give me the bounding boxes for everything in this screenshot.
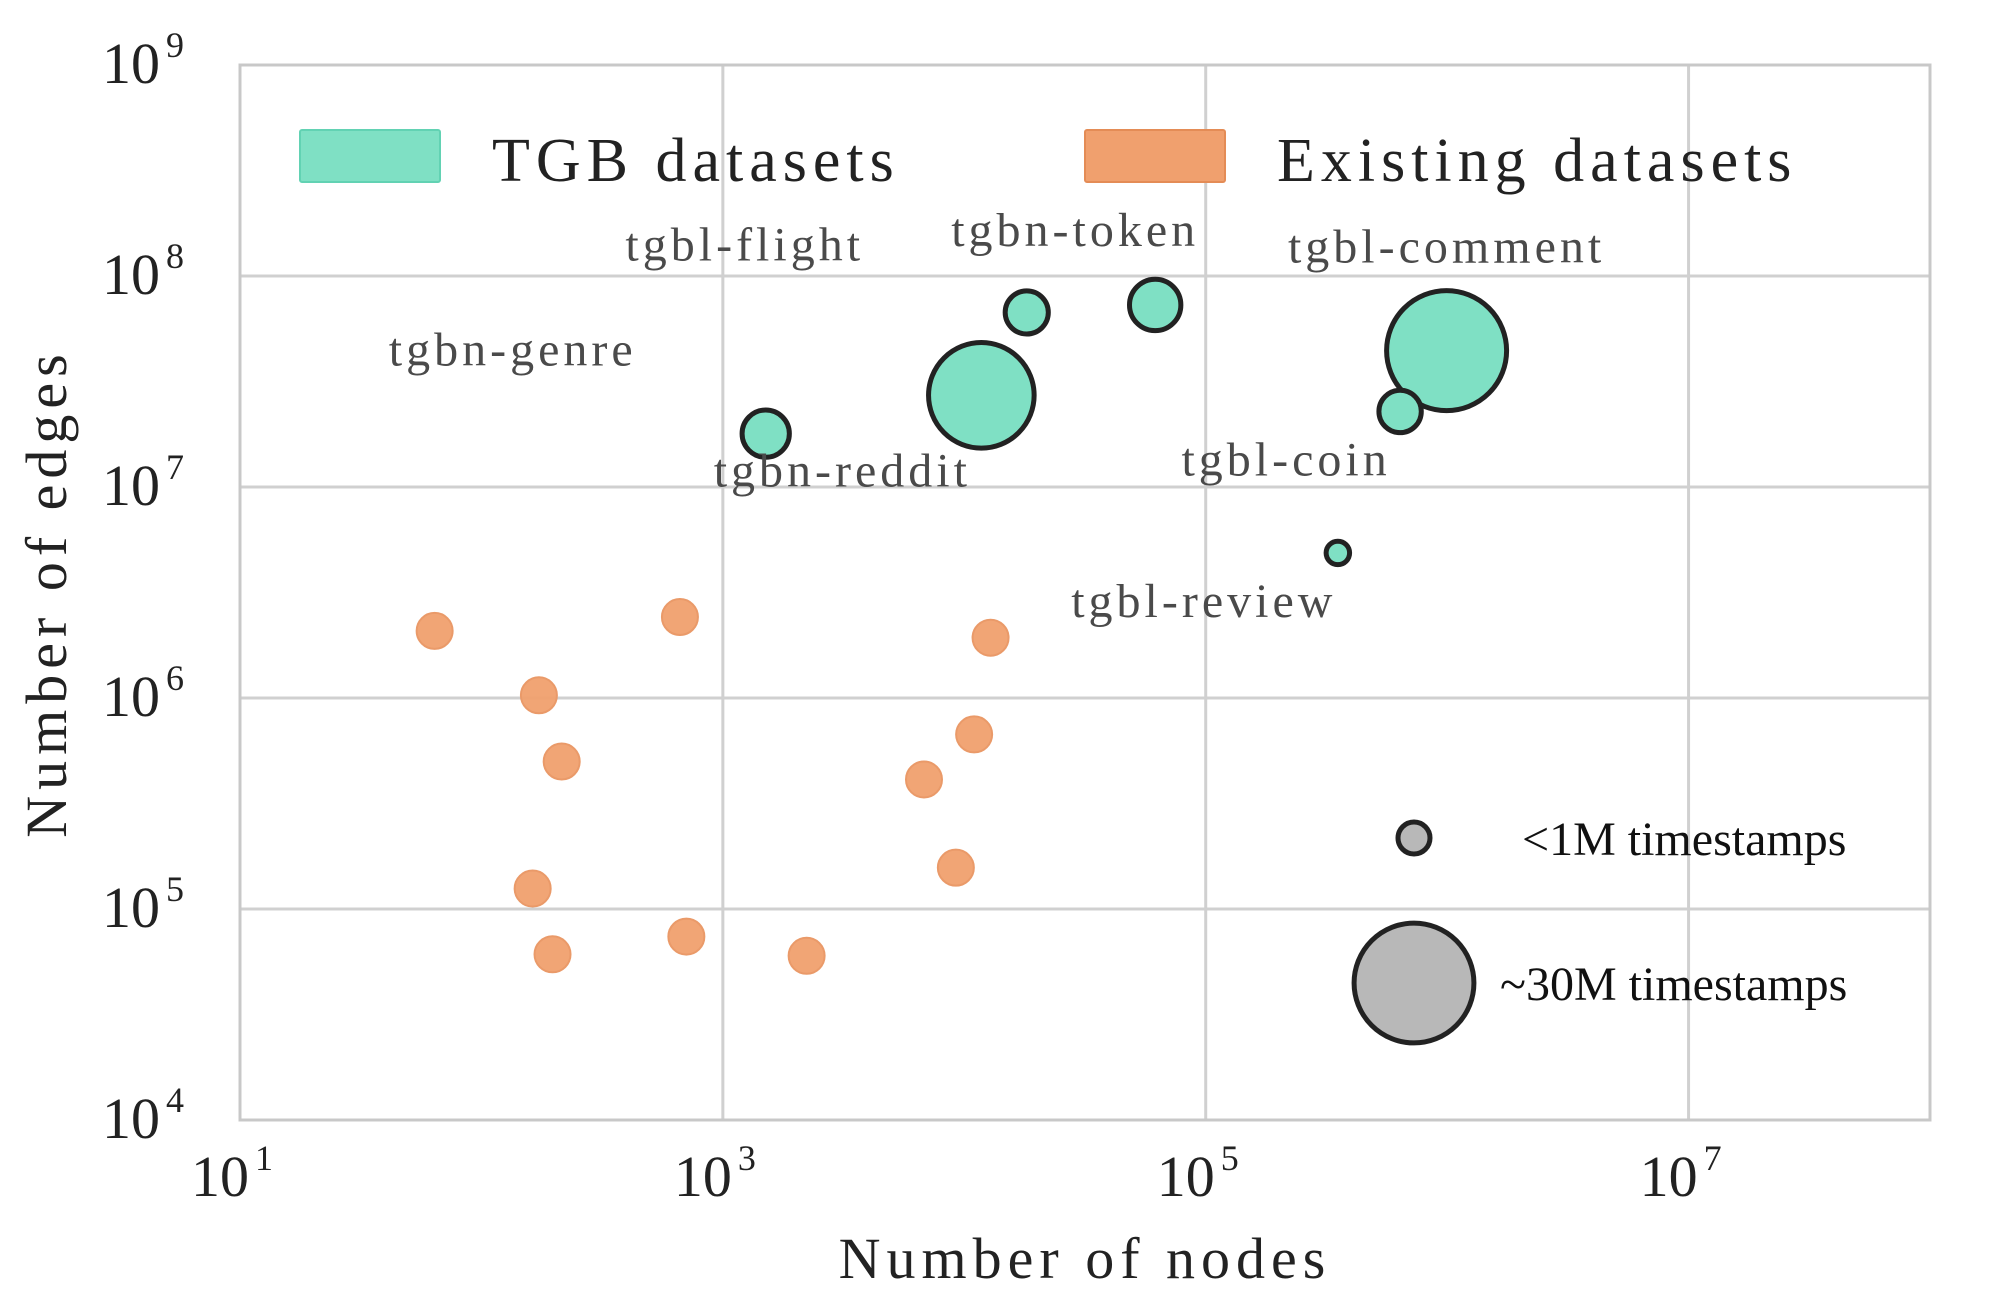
legend-swatch-existing [1084, 129, 1226, 183]
point-label-tgbn-genre: tgbn-genre [389, 324, 637, 377]
size-legend-marker-small [1395, 819, 1433, 857]
y-tick-label: 10 5 [102, 869, 184, 940]
point-label-tgbl-flight: tgbl-flight [625, 218, 864, 271]
existing-dataset-point [787, 936, 826, 975]
size-legend: <1M timestamps ~30M timestamps [1351, 813, 1847, 1046]
size-legend-label-large: ~30M timestamps [1500, 958, 1847, 1011]
point-label-tgbn-reddit: tgbn-reddit [714, 444, 971, 497]
tgb-point-tgbn-genre [739, 407, 792, 460]
y-axis-title: Number of edges [14, 348, 79, 837]
y-tick-label: 10 4 [102, 1080, 184, 1151]
point-label-tgbn-token: tgbn-token [951, 204, 1199, 257]
size-legend-label-small: <1M timestamps [1522, 813, 1846, 866]
x-tick-label: 10 3 [674, 1138, 756, 1209]
tgb-point-tgbl-comment [1384, 288, 1510, 414]
size-legend-marker-large [1351, 920, 1477, 1046]
point-label-tgbl-coin: tgbl-coin [1181, 433, 1390, 486]
tgb-point-tgbn-token [1127, 276, 1184, 334]
existing-dataset-point [955, 715, 994, 754]
existing-dataset-point [513, 869, 552, 908]
legend-label-existing: Existing datasets [1277, 127, 1797, 195]
existing-dataset-point [542, 742, 581, 781]
existing-dataset-point [533, 935, 572, 974]
point-label-tgbl-comment: tgbl-comment [1288, 221, 1605, 274]
y-tick-label: 10 7 [102, 447, 184, 518]
y-tick-label: 10 9 [102, 25, 184, 96]
x-tick-label: 10 1 [191, 1138, 273, 1209]
axis-ticks: 10 1 10 3 10 5 10 7 10 4 10 5 10 6 10 7 10 8 10 9 [102, 25, 1722, 1209]
existing-dataset-point [667, 917, 706, 956]
plot-frame [238, 63, 1932, 1122]
existing-dataset-point [415, 611, 454, 650]
x-axis-title: Number of nodes [839, 1226, 1332, 1290]
existing-dataset-point [936, 848, 975, 887]
tgb-point-tgbn-reddit [926, 340, 1037, 451]
legend-label-tgb: TGB datasets [492, 127, 900, 195]
tgb-point-tgbl-flight [1002, 288, 1051, 337]
legend-swatch-tgb [299, 129, 441, 183]
tgb-point-tgbl-review [1323, 538, 1353, 568]
point-labels: tgbn-genre tgbl-flight tgbn-reddit tgbn-tok… [389, 204, 1605, 628]
existing-dataset-point [519, 676, 558, 715]
y-tick-label: 10 8 [102, 236, 184, 307]
existing-dataset-point [971, 618, 1010, 657]
x-tick-label: 10 5 [1157, 1138, 1239, 1209]
x-tick-label: 10 7 [1640, 1138, 1722, 1209]
legend: TGB datasets Existing datasets [299, 127, 1797, 195]
tgb-point-tgbl-coin [1376, 387, 1424, 436]
point-label-tgbl-review: tgbl-review [1071, 575, 1336, 628]
y-tick-label: 10 6 [102, 658, 184, 729]
data-points [415, 276, 1510, 975]
existing-dataset-point [904, 760, 943, 799]
existing-dataset-point [660, 598, 699, 637]
